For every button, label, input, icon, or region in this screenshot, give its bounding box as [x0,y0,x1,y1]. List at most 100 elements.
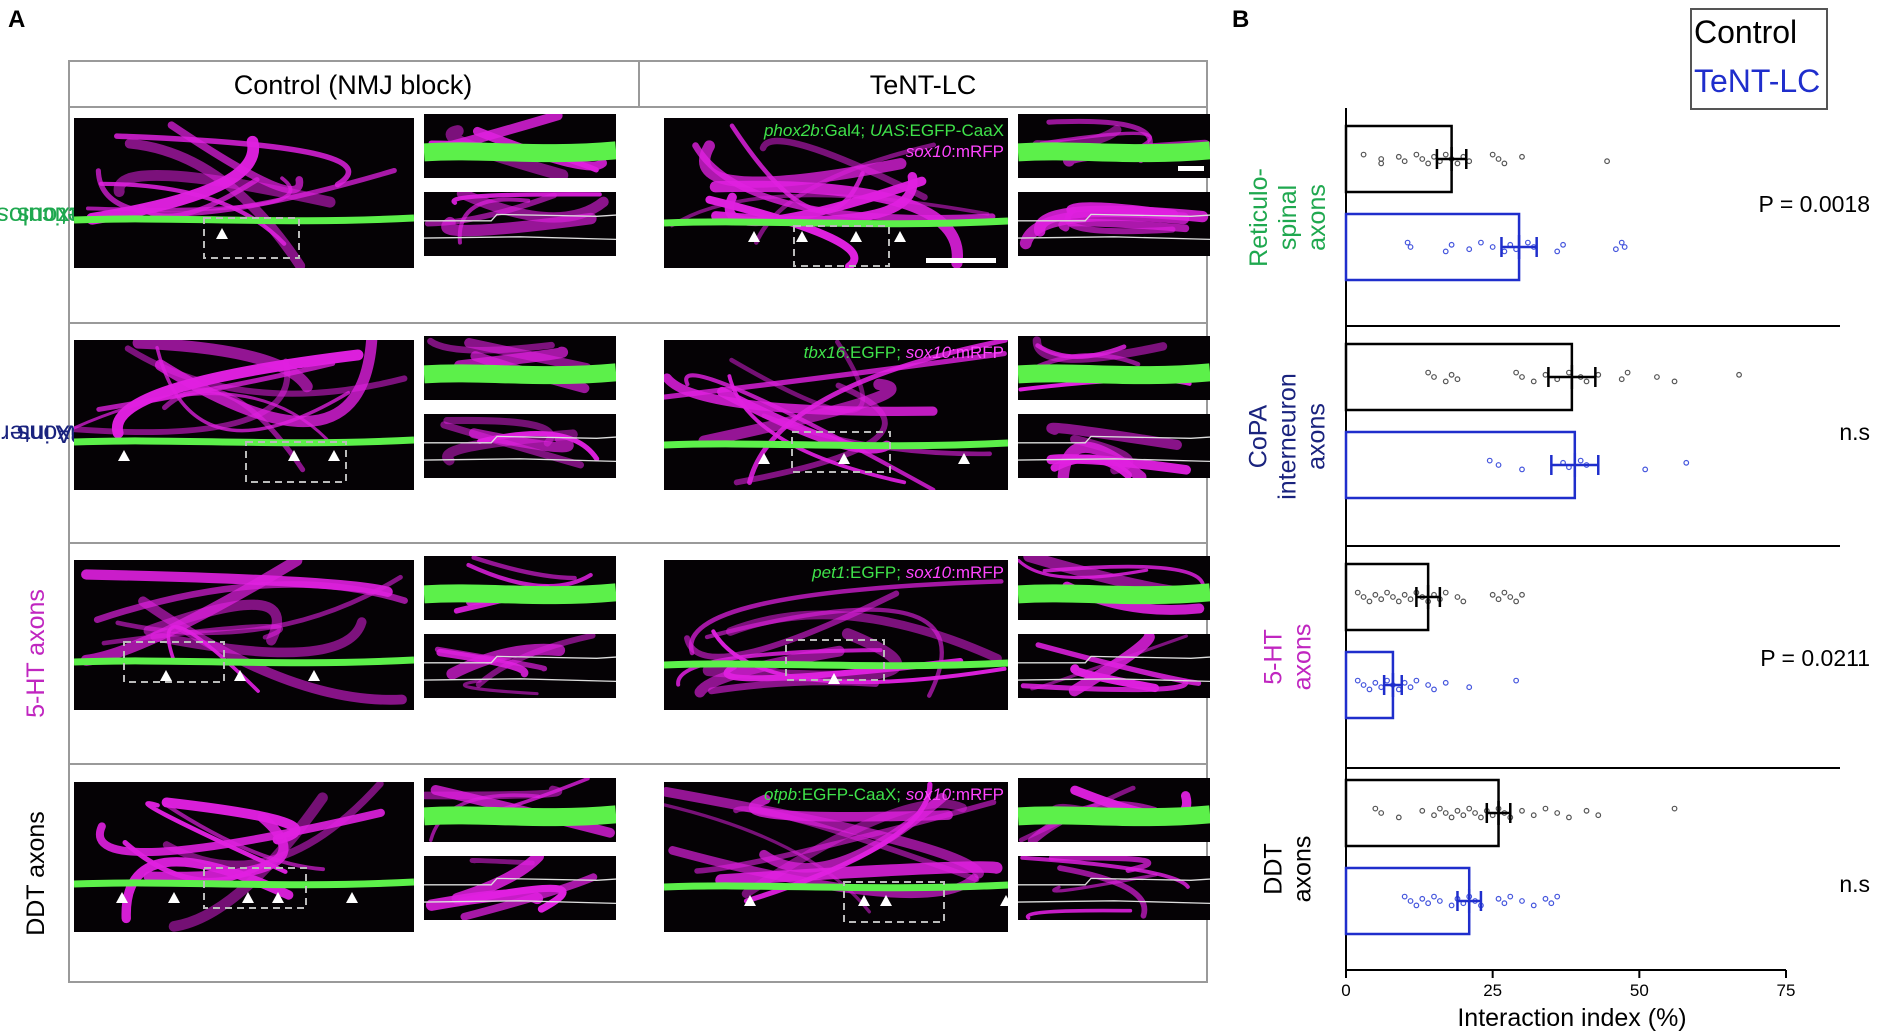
data-point [1425,160,1432,167]
data-point [1442,679,1449,686]
data-point [1566,369,1572,376]
data-point [1501,160,1508,167]
data-point [1583,807,1590,814]
data-point [1478,239,1484,246]
data-point [1530,812,1537,819]
chart-category-label-line: DDT [1259,843,1287,895]
micrograph-control-main [74,560,414,710]
data-point [1419,807,1426,814]
data-point [1519,898,1525,904]
chart-category-label: CoPA interneuron axons [1244,326,1331,546]
data-point [1431,153,1437,160]
data-point [1354,677,1361,684]
micrograph-tent-inset-outline [1018,192,1210,256]
data-point [1413,902,1420,909]
data-point [1401,679,1408,686]
data-point [1384,589,1390,596]
data-point [1425,900,1432,907]
micrograph-control-inset-outline [424,634,616,698]
data-point [1530,902,1537,909]
data-point [1378,160,1385,167]
data-point [1507,893,1514,900]
data-point [1384,677,1390,684]
data-point [1466,246,1473,253]
data-point [1486,457,1493,464]
data-point [1560,241,1566,248]
data-point [1448,814,1455,821]
data-point [1448,902,1455,909]
p-value: n.s [1839,419,1870,445]
bar-tent-lc [1344,430,1577,500]
micrograph-tent-main: pet1:EGFP; sox10:mRFP [664,560,1008,710]
data-point [1360,151,1367,158]
micrograph-tent-inset-merge [1018,336,1210,400]
panel-a-label: A [8,6,26,33]
panel-b-label: B [1232,6,1250,33]
data-point [1519,466,1525,473]
data-point [1407,898,1414,904]
data-point [1395,153,1402,160]
chart-category-label: Reticulo-spinal axons [1244,108,1331,326]
data-point [1554,810,1561,816]
micrograph-tent-inset-merge [1018,556,1210,620]
data-point [1407,596,1414,603]
chart-category-label-line: spinal [1273,184,1302,250]
chart-category-label-line: CoPA [1244,404,1273,468]
data-point [1489,244,1496,250]
data-point [1621,244,1628,250]
data-point [1413,677,1420,684]
row-label-line1: 5-HT axons [21,589,50,718]
data-point [1442,378,1449,385]
micrograph-control-inset-merge [424,336,616,400]
data-point [1425,682,1432,688]
data-point [1595,371,1602,378]
data-point [1671,378,1678,385]
data-point [1436,898,1443,904]
x-tick-label: 75 [1777,981,1796,1000]
bar-tent-lc [1344,866,1471,936]
row-label-ddt: DDT axons [6,765,66,981]
header-divider [68,106,1208,108]
bar-tent-lc [1344,212,1521,282]
micrograph-control-inset-outline [424,414,616,478]
data-point [1495,156,1502,162]
data-point [1425,369,1432,376]
data-point [1404,239,1411,246]
micrograph-control-inset-merge [424,556,616,620]
micrograph-tent-inset-outline [1018,856,1210,920]
data-point [1524,239,1531,246]
data-point [1542,371,1549,378]
data-point [1354,589,1361,596]
data-point [1542,805,1549,812]
legend-tent-lc: TeNT-LC [1694,63,1821,99]
data-point [1372,679,1379,686]
data-point [1507,594,1514,600]
data-point [1436,805,1443,812]
data-point [1460,598,1467,605]
data-point [1495,596,1502,603]
data-point [1442,151,1449,158]
data-point [1624,369,1631,376]
data-point [1401,591,1408,598]
data-point [1454,594,1461,600]
data-point [1360,682,1367,688]
genotype-label: tbx16:EGFP; sox10:mRFP [803,343,1004,362]
chart-category-label: DDT axons [1248,768,1328,970]
micrograph-tent-main: otpb:EGFP-CaaX; sox10:mRFP [664,782,1008,932]
data-point [1401,893,1408,900]
data-point [1618,239,1625,246]
data-point [1612,246,1619,253]
chart-category-label: 5-HT axons [1248,546,1328,768]
p-value: n.s [1839,871,1870,897]
micrograph-control-inset-outline [424,856,616,920]
row-label-line1: DDT axons [21,810,50,936]
data-point [1478,814,1484,821]
data-point [1501,589,1508,596]
data-point [1519,807,1525,814]
micrograph-control-main [74,340,414,490]
chart-category-label-line: axons [1302,402,1331,470]
data-point [1566,814,1572,821]
data-point [1372,805,1379,812]
chart-category-label-line: Reticulo- [1244,167,1273,267]
data-point [1407,684,1414,691]
